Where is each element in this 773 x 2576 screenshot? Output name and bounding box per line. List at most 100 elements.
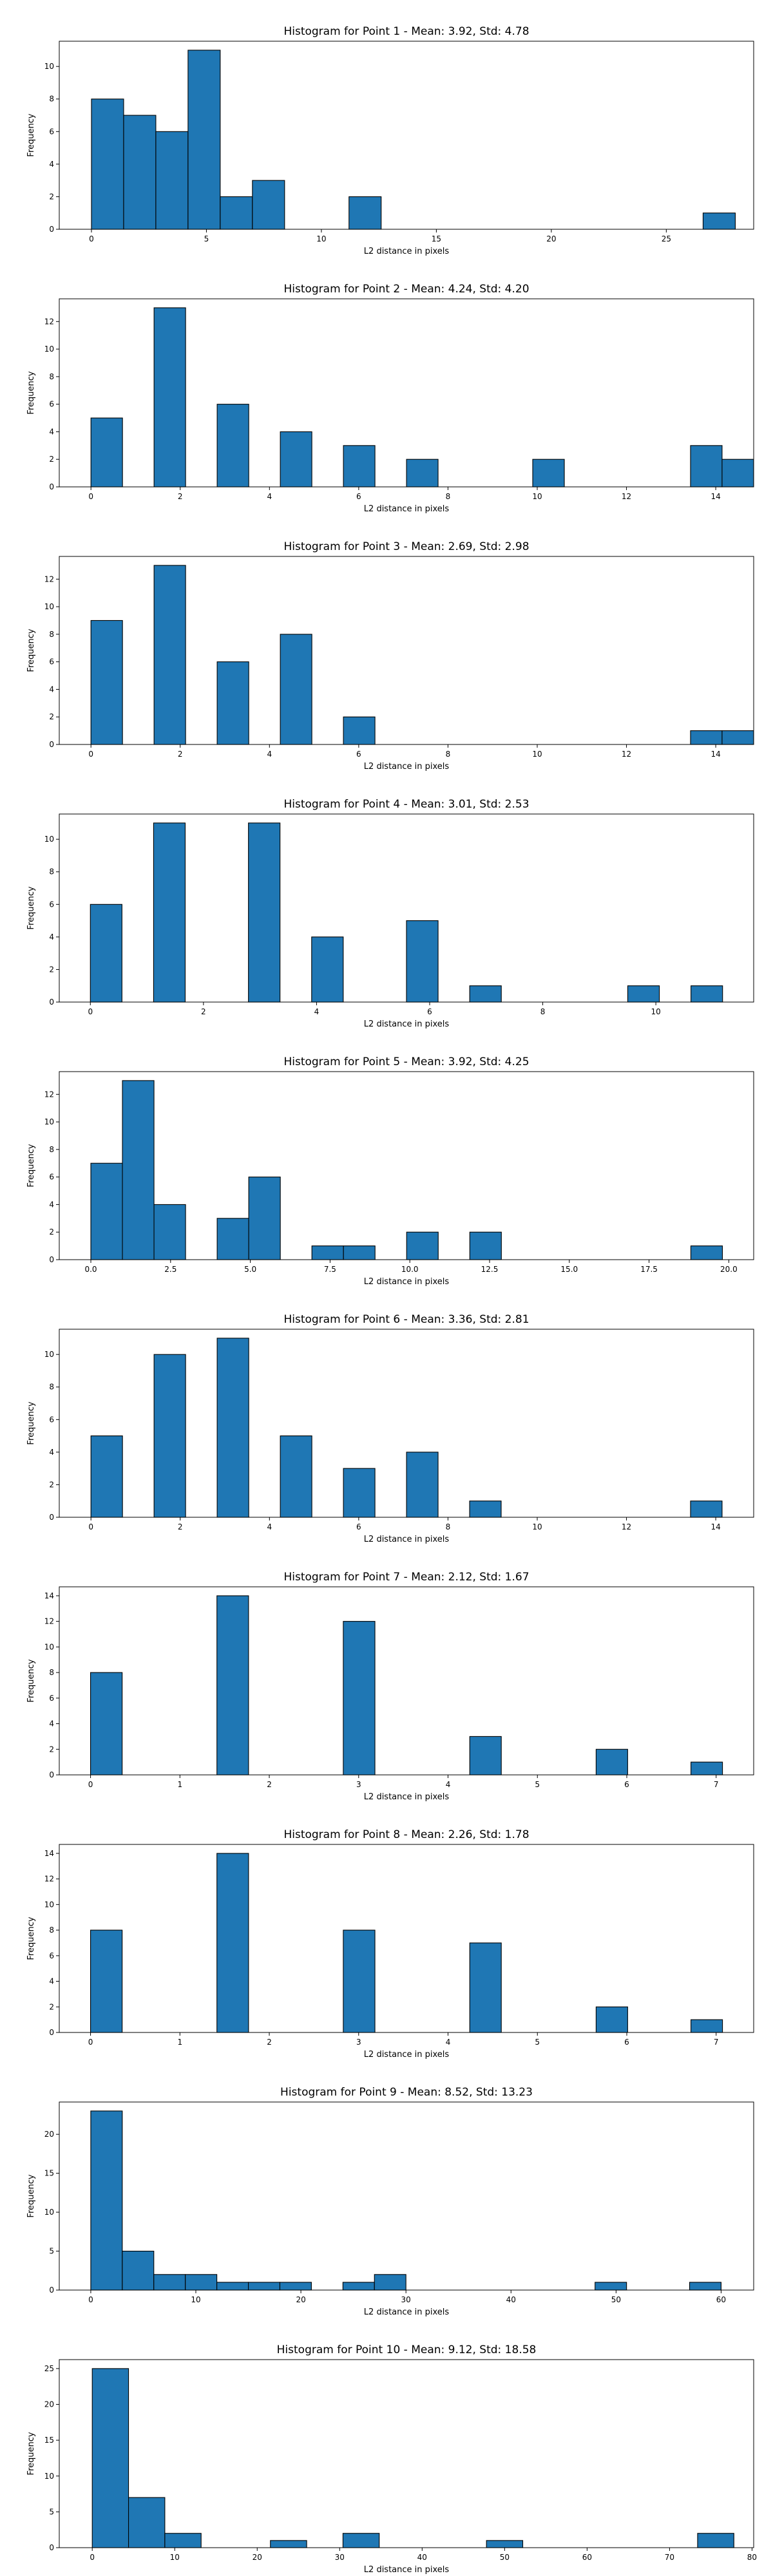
histogram-bar xyxy=(469,1942,502,2033)
histogram-bar xyxy=(90,2110,123,2291)
x-tick-label: 1 xyxy=(177,2038,182,2047)
y-tick-label: 0 xyxy=(49,1770,54,1779)
y-axis-label: Frequency xyxy=(26,1144,36,1187)
chart-title: Histogram for Point 2 - Mean: 4.24, Std:… xyxy=(283,283,529,296)
x-tick-label: 0 xyxy=(90,2553,95,2562)
histogram-bar xyxy=(595,2282,627,2291)
y-tick-label: 0 xyxy=(49,2028,54,2037)
y-tick-label: 2 xyxy=(49,455,54,464)
x-tick-label: 4 xyxy=(267,750,272,759)
y-tick-label: 6 xyxy=(49,900,54,909)
histogram-bar xyxy=(690,730,723,745)
histogram-bar xyxy=(343,1929,376,2033)
y-tick-label: 0 xyxy=(49,2286,54,2295)
y-tick-label: 10 xyxy=(44,1900,54,1909)
x-tick-label: 20 xyxy=(296,2295,305,2304)
x-tick-label: 60 xyxy=(716,2295,726,2304)
y-tick-label: 2 xyxy=(49,192,54,201)
x-tick-label: 12 xyxy=(622,750,631,759)
x-tick-label: 4 xyxy=(314,1007,320,1016)
x-tick-label: 40 xyxy=(506,2295,516,2304)
x-tick-label: 4 xyxy=(267,1522,272,1531)
x-tick-label: 2 xyxy=(178,750,183,759)
x-tick-label: 2 xyxy=(178,1522,183,1531)
histogram-panel-9: Histogram for Point 9 - Mean: 8.52, Std:… xyxy=(26,2086,754,2317)
histogram-bar xyxy=(248,2282,281,2291)
x-tick-label: 6 xyxy=(356,492,361,501)
histogram-bar xyxy=(123,115,157,230)
histogram-bar xyxy=(216,661,249,745)
x-tick-label: 30 xyxy=(335,2553,345,2562)
y-tick-label: 10 xyxy=(44,345,54,354)
y-axis-label: Frequency xyxy=(26,2174,36,2217)
y-tick-label: 4 xyxy=(49,1719,54,1728)
y-tick-label: 0 xyxy=(49,1255,54,1264)
x-tick-label: 5.0 xyxy=(244,1265,256,1274)
y-tick-label: 4 xyxy=(49,427,54,436)
y-tick-label: 0 xyxy=(49,1513,54,1522)
histogram-bar xyxy=(343,445,376,488)
y-axis-label: Frequency xyxy=(26,1917,36,1960)
histogram-bar xyxy=(406,459,439,488)
y-tick-label: 0 xyxy=(49,2543,54,2552)
histogram-bar xyxy=(342,2533,380,2548)
x-tick-label: 20 xyxy=(546,234,556,243)
x-tick-label: 6 xyxy=(624,1780,629,1789)
x-axis-label: L2 distance in pixels xyxy=(364,504,450,514)
plot-frame xyxy=(59,1586,754,1776)
histogram-bar xyxy=(90,1435,123,1518)
histogram-bar xyxy=(343,1621,376,1776)
histogram-panel-10: Histogram for Point 10 - Mean: 9.12, Std… xyxy=(26,2344,757,2575)
x-tick-label: 6 xyxy=(624,2038,629,2047)
histogram-bar xyxy=(155,131,189,230)
histogram-bar xyxy=(122,1080,155,1260)
y-tick-label: 12 xyxy=(44,1090,54,1099)
y-tick-label: 10 xyxy=(44,2472,54,2481)
y-tick-label: 6 xyxy=(49,1415,54,1424)
histogram-bar xyxy=(280,634,312,745)
x-axis-label: L2 distance in pixels xyxy=(364,2050,450,2060)
histogram-bar xyxy=(311,1245,344,1260)
histogram-bar xyxy=(216,1218,249,1260)
x-tick-label: 10 xyxy=(170,2553,180,2562)
y-tick-label: 10 xyxy=(44,2208,54,2217)
y-tick-label: 0 xyxy=(49,740,54,749)
plot-frame xyxy=(59,1071,754,1260)
y-axis-label: Frequency xyxy=(26,113,36,156)
histogram-bar xyxy=(595,1748,628,1776)
chart-title: Histogram for Point 6 - Mean: 3.36, Std:… xyxy=(283,1313,529,1326)
plot-frame xyxy=(59,2359,754,2548)
x-axis-label: L2 distance in pixels xyxy=(364,2565,450,2575)
histogram-bar xyxy=(153,307,186,488)
x-tick-label: 8 xyxy=(446,750,451,759)
y-tick-label: 0 xyxy=(49,225,54,234)
histogram-bar xyxy=(91,99,124,230)
x-tick-label: 7.5 xyxy=(324,1265,336,1274)
x-tick-label: 0 xyxy=(88,2295,93,2304)
y-tick-label: 6 xyxy=(49,1173,54,1182)
x-tick-label: 25 xyxy=(662,234,671,243)
x-axis-label: L2 distance in pixels xyxy=(364,1792,450,1802)
histogram-bar xyxy=(595,2006,628,2033)
x-tick-label: 2 xyxy=(267,2038,272,2047)
x-tick-label: 10 xyxy=(191,2295,200,2304)
histogram-bar xyxy=(90,620,123,745)
y-tick-label: 8 xyxy=(49,372,54,381)
histogram-bar xyxy=(280,1435,312,1518)
y-tick-label: 10 xyxy=(44,602,54,611)
y-tick-label: 12 xyxy=(44,1617,54,1626)
y-tick-label: 8 xyxy=(49,1926,54,1935)
histogram-bar xyxy=(153,565,186,745)
x-tick-label: 0 xyxy=(88,750,93,759)
y-tick-label: 2 xyxy=(49,1227,54,1236)
histogram-bar xyxy=(627,985,660,1003)
y-tick-label: 6 xyxy=(49,658,54,667)
histogram-bar xyxy=(122,2250,155,2291)
y-tick-label: 12 xyxy=(44,574,54,583)
histogram-bar xyxy=(691,985,723,1003)
y-tick-label: 6 xyxy=(49,400,54,409)
x-tick-label: 5 xyxy=(535,2038,540,2047)
histogram-bar xyxy=(343,716,376,745)
y-tick-label: 14 xyxy=(44,1591,54,1600)
y-tick-label: 8 xyxy=(49,630,54,639)
